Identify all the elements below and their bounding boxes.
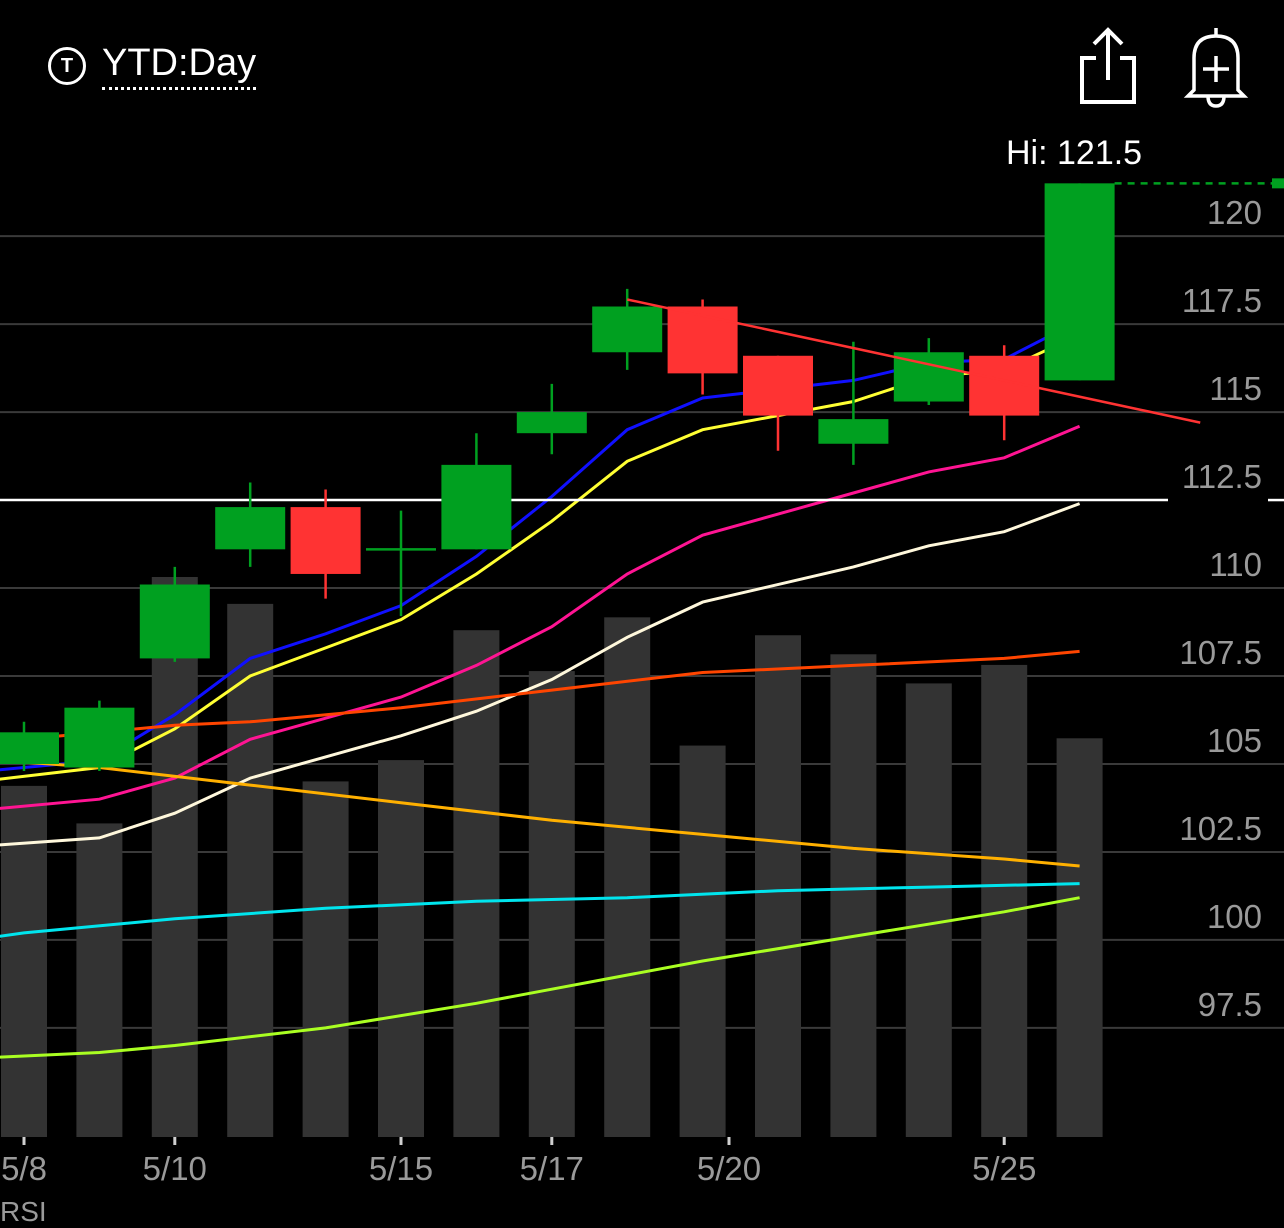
trendline	[626, 298, 1201, 424]
last-price-marker	[1272, 178, 1284, 189]
volume-bar	[755, 635, 801, 1137]
y-tick-label: 115	[1209, 370, 1262, 407]
candle-up	[1044, 183, 1115, 381]
volume-bar	[302, 781, 349, 1137]
volume-bar	[378, 760, 424, 1137]
candle-body	[215, 507, 286, 550]
moving-average-line	[0, 424, 1081, 810]
candle-up	[818, 341, 889, 465]
y-tick-label: 105	[1207, 722, 1262, 759]
candle-body	[139, 584, 210, 659]
moving-average-line	[0, 759, 1080, 868]
volume-bar	[453, 630, 500, 1137]
candle-up	[516, 383, 587, 455]
price-chart[interactable]: 120 117.5 115 112.5 110 107.5 105 102.5 100 97.5 5…	[0, 120, 1284, 1195]
high-price-label: Hi: 121.5	[1006, 134, 1143, 172]
volume-bar	[604, 617, 651, 1137]
alert-button[interactable]	[1180, 24, 1252, 108]
candle-body	[743, 355, 813, 416]
period-selector[interactable]: T YTD:Day	[48, 40, 257, 92]
candle-down	[290, 489, 361, 599]
candle-body	[818, 419, 889, 444]
x-tick-label: 5/25	[972, 1150, 1036, 1187]
candle-body	[64, 707, 135, 768]
x-tick-label: 5/8	[1, 1150, 47, 1187]
volume-bar	[981, 664, 1028, 1137]
candle-up	[139, 566, 210, 662]
candle-up	[215, 482, 286, 567]
volume-bar	[76, 823, 123, 1137]
volume-bar	[1056, 738, 1103, 1137]
y-tick-label: 102.5	[1179, 810, 1262, 847]
x-tick-label: 5/15	[369, 1150, 433, 1187]
y-tick-label: 107.5	[1179, 634, 1262, 671]
volume-bar	[905, 683, 952, 1137]
y-tick-label: 97.5	[1198, 986, 1262, 1023]
candle-down	[743, 355, 813, 451]
candle-body	[0, 732, 59, 764]
moving-average-line	[0, 896, 1080, 1059]
candle-up	[893, 338, 964, 406]
period-icon: T	[48, 47, 86, 85]
candle-up	[0, 721, 59, 772]
y-tick-label: 100	[1207, 898, 1262, 935]
x-tick-label: 5/17	[520, 1150, 584, 1187]
bell-plus-icon	[1183, 28, 1249, 108]
y-tick-label: 117.5	[1182, 282, 1262, 319]
candle-body	[441, 464, 512, 550]
moving-average-line	[0, 882, 1080, 938]
rsi-indicator-label: RSI	[0, 1196, 47, 1227]
candle-up	[441, 433, 512, 550]
candle-down	[667, 299, 738, 395]
top-bar: T YTD:Day	[0, 0, 1284, 120]
candle-body	[516, 412, 587, 434]
candle-body	[1044, 183, 1115, 381]
candle-body	[592, 306, 663, 353]
candle-body	[667, 306, 738, 374]
volume-bar	[830, 654, 877, 1137]
y-tick-label: 112.5	[1182, 458, 1262, 495]
x-tick-label: 5/10	[143, 1150, 207, 1187]
volume-bar	[528, 671, 575, 1137]
share-button[interactable]	[1076, 24, 1140, 108]
share-icon	[1080, 27, 1136, 104]
volume-bar	[227, 603, 274, 1137]
candle-up	[592, 288, 663, 370]
y-tick-label: 120	[1207, 194, 1262, 231]
candle-down	[969, 345, 1040, 441]
period-label: YTD:Day	[102, 43, 257, 90]
volume-bar	[1, 785, 47, 1137]
candle-up	[64, 700, 135, 772]
candle-body	[290, 507, 361, 574]
candle-up	[366, 510, 436, 617]
x-tick-label: 5/20	[697, 1150, 761, 1187]
volume-bar	[679, 745, 726, 1137]
y-tick-label: 110	[1209, 546, 1262, 583]
